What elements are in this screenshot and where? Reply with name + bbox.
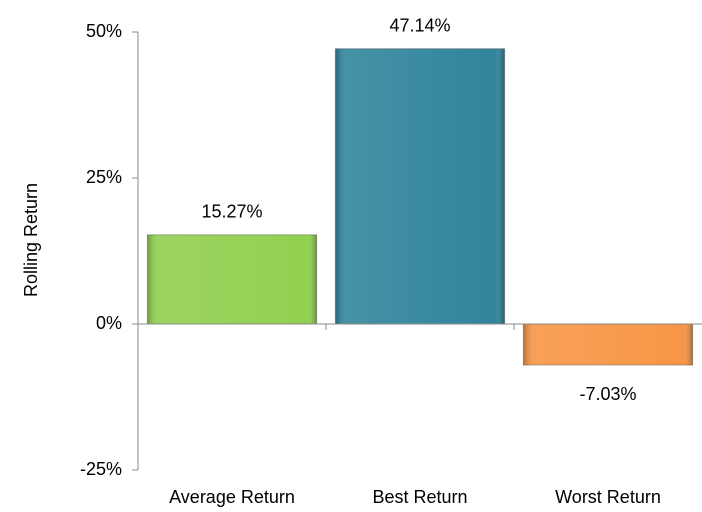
bar (334, 48, 506, 325)
y-tick-label: 0% (96, 313, 122, 333)
value-label: 47.14% (389, 15, 450, 35)
y-axis-label: Rolling Return (21, 183, 41, 297)
x-tick-label: Best Return (372, 487, 467, 507)
value-label: -7.03% (579, 384, 636, 404)
value-label: 15.27% (201, 202, 262, 222)
bar (146, 234, 318, 325)
bar (522, 323, 694, 366)
y-tick-label: -25% (80, 459, 122, 479)
y-tick-label: 25% (86, 167, 122, 187)
x-tick-label: Worst Return (555, 487, 661, 507)
y-tick-label: 50% (86, 21, 122, 41)
x-tick-label: Average Return (169, 487, 295, 507)
